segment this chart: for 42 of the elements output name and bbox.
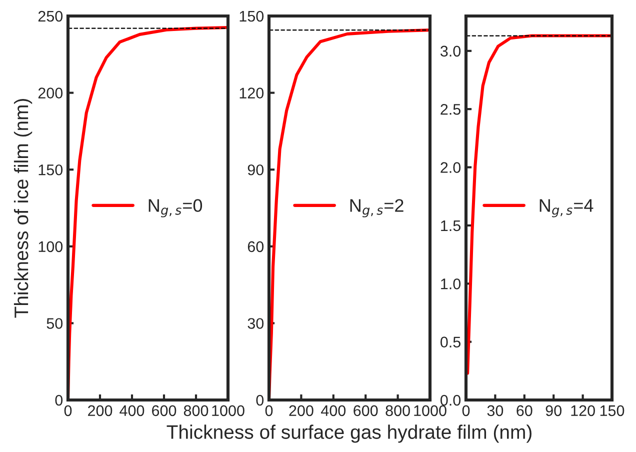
x-axis-title: Thickness of surface gas hydrate film (nm) [166, 424, 532, 443]
legend-label: N$_{g,s}$=0 [148, 199, 202, 218]
y-tick-label: 0.0 [440, 394, 461, 406]
x-tick-label: 60 [516, 405, 532, 416]
x-tick-label: 90 [546, 405, 562, 416]
x-tick-label: 30 [487, 405, 504, 416]
legend-label: N$_{g,s}$=4 [540, 199, 594, 218]
y-tick-label: 1.0 [441, 278, 461, 290]
y-tick-label: 150 [240, 10, 264, 22]
x-tick-label: 400 [120, 405, 144, 416]
y-tick-label: 0 [55, 394, 63, 406]
y-tick-label: 150 [38, 164, 63, 176]
x-tick-label: 400 [321, 405, 346, 416]
y-tick-label: 250 [38, 10, 63, 22]
x-tick-label: 200 [289, 405, 314, 416]
y-tick-label: 30 [248, 318, 264, 329]
x-tick-label: 800 [184, 405, 208, 416]
x-tick-label: 600 [354, 405, 378, 416]
x-tick-label: 0 [64, 405, 72, 416]
x-tick-label: 600 [152, 405, 176, 416]
y-tick-label: 3.0 [440, 46, 461, 57]
y-tick-label: 0.5 [440, 336, 460, 348]
y-tick-label: 100 [38, 241, 63, 252]
x-tick-label: 150 [600, 405, 624, 416]
y-tick-label: 200 [38, 88, 63, 98]
x-tick-label: 800 [386, 405, 410, 416]
x-tick-label: 1000 [212, 405, 244, 416]
x-tick-label: 120 [571, 405, 595, 416]
y-tick-label: 2.0 [440, 162, 461, 173]
y-axis-title: Thickness of ice film (nm) [14, 98, 32, 318]
legend-label: N$_{g,s}$=2 [350, 199, 404, 218]
y-tick-label: 50 [46, 318, 63, 329]
x-tick-label: 1000 [414, 405, 446, 416]
y-tick-label: 0 [256, 394, 264, 406]
y-tick-label: 90 [248, 164, 264, 176]
y-tick-label: 2.5 [440, 104, 460, 115]
y-tick-label: 120 [240, 88, 264, 98]
y-tick-label: 1.5 [441, 220, 460, 232]
x-tick-label: 0 [265, 405, 273, 416]
x-tick-label: 200 [88, 405, 112, 416]
y-tick-label: 60 [248, 241, 264, 252]
x-tick-label: 0 [462, 405, 470, 416]
